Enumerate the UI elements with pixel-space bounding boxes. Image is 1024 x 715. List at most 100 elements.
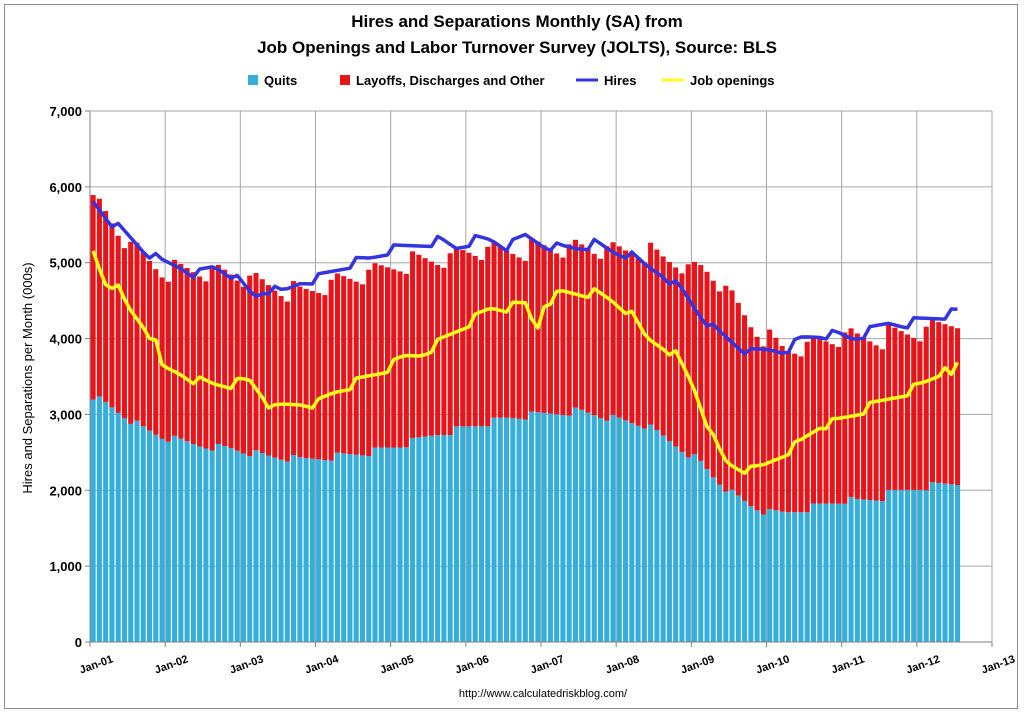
bar-layoffs [904,334,910,490]
bar-quits [923,490,929,642]
bar-layoffs [347,278,353,455]
bar-layoffs [779,346,785,512]
bar-quits [140,426,146,642]
bar-quits [109,407,115,642]
bar-layoffs [948,326,954,485]
bar-quits [541,412,547,642]
bar-quits [422,436,428,642]
legend-label-quits: Quits [264,73,297,88]
bar-quits [410,437,416,642]
bar-quits [879,501,885,642]
bar-layoffs [284,301,290,462]
bar-layoffs [560,257,566,415]
bar-quits [842,503,848,642]
bar-quits [215,443,221,642]
bar-layoffs [729,290,735,490]
bar-layoffs [660,256,666,436]
x-tick-label: Jan-12 [905,653,942,676]
bar-quits [666,440,672,642]
bar-layoffs [240,286,246,454]
bar-quits [447,435,453,642]
bar-layoffs [309,291,315,459]
bar-layoffs [892,327,898,490]
bar-layoffs [121,248,127,419]
bar-layoffs [623,250,629,421]
bar-layoffs [297,286,303,458]
bar-quits [867,500,873,642]
bar-layoffs [817,338,823,504]
bar-layoffs [917,341,923,490]
bar-quits [560,414,566,642]
bar-quits [472,426,478,642]
bar-quits [892,489,898,642]
bar-layoffs [422,258,428,437]
bar-quits [817,503,823,642]
bar-layoffs [585,249,591,413]
y-axis-label: Hires and Separations per Month (000s) [20,262,35,493]
bar-layoffs [359,284,366,456]
bar-quits [441,435,447,642]
bar-layoffs [410,251,416,438]
bar-quits [804,512,810,642]
bar-quits [648,424,654,642]
bar-layoffs [554,253,560,415]
bar-quits [228,448,234,642]
x-tick-label: Jan-04 [303,653,341,676]
bar-quits [322,460,328,642]
bar-quits [341,453,347,642]
bar-layoffs [328,279,334,461]
bar-layoffs [936,322,942,483]
bar-quits [428,435,434,642]
bar-layoffs [146,260,153,431]
bar-quits [146,430,153,642]
bar-quits [767,508,773,642]
bar-quits [291,455,297,642]
x-tick-label: Jan-06 [454,653,491,676]
bar-quits [222,446,228,642]
bar-layoffs [491,242,497,418]
series-openings-line [91,250,960,476]
bars [90,195,961,642]
bar-quits [397,447,403,642]
bar-quits [547,413,553,642]
bar-layoffs [829,344,835,504]
bar-quits [190,444,196,642]
bar-layoffs [767,329,773,509]
bar-quits [917,489,923,642]
bar-quits [334,452,340,642]
bar-quits [635,425,641,642]
bar-quits [485,426,491,642]
bar-quits [172,435,178,642]
y-tick-label: 7,000 [49,104,82,119]
bar-layoffs [416,254,422,438]
legend-label-hires: Hires [604,73,637,88]
bar-quits [491,417,497,642]
bar-layoffs [366,269,372,457]
bar-layoffs [203,281,209,449]
bar-layoffs [460,250,466,427]
legend-swatch-layoffs [340,75,350,85]
x-tick-label: Jan-03 [228,653,265,676]
bar-layoffs [923,326,929,491]
bar-layoffs [278,296,284,460]
bar-quits [861,499,867,642]
bar-quits [535,412,541,642]
bar-layoffs [341,276,347,454]
bar-quits [948,484,954,642]
bar-layoffs [873,345,879,501]
bar-layoffs [810,335,817,504]
bar-quits [209,450,215,642]
x-tick-label: Jan-10 [754,653,791,676]
bar-layoffs [898,331,904,490]
bar-quits [554,414,560,642]
bar-quits [197,446,203,642]
bar-layoffs [259,279,265,454]
bar-quits [898,489,904,642]
bar-layoffs [691,261,697,455]
bar-quits [710,477,716,642]
bar-layoffs [848,328,854,497]
bar-quits [90,399,96,642]
x-tick-label: Jan-05 [379,653,416,676]
bar-layoffs [472,255,478,427]
bar-quits [704,469,710,642]
